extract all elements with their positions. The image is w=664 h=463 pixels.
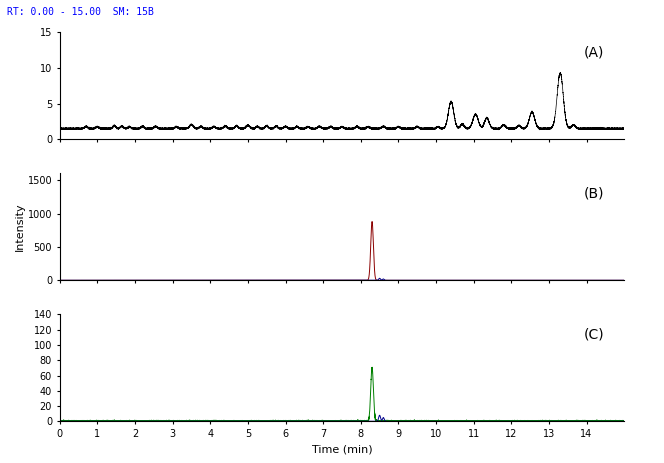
Y-axis label: Intensity: Intensity [15,202,25,251]
X-axis label: Time (min): Time (min) [311,444,373,455]
Text: (B): (B) [584,186,604,200]
Text: (C): (C) [584,327,604,341]
Text: RT: 0.00 - 15.00  SM: 15B: RT: 0.00 - 15.00 SM: 15B [7,7,153,17]
Text: (A): (A) [584,45,604,59]
